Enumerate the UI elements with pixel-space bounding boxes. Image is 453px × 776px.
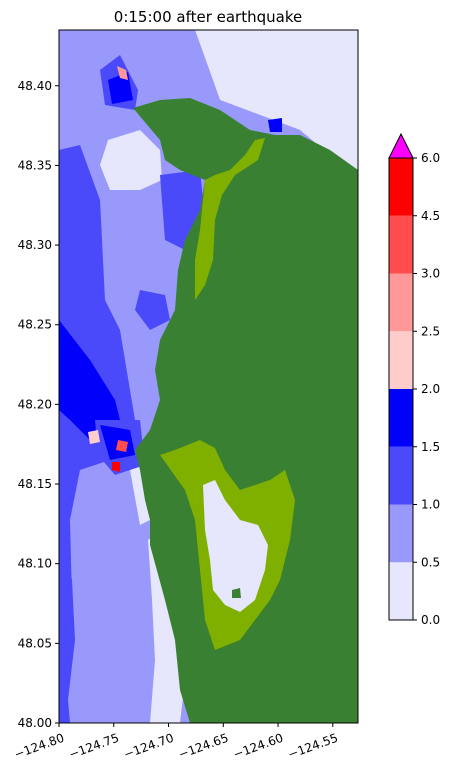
colorbar-segment xyxy=(389,504,413,563)
hotspot-north xyxy=(117,66,128,80)
colorbar-segment xyxy=(389,331,413,389)
colorbar-tick-label: 0.5 xyxy=(421,555,440,569)
colorbar: 0.0 0.5 1.0 1.5 2.0 2.5 3.0 4.5 6.0 xyxy=(388,132,440,627)
hotspot-south-1 xyxy=(88,430,100,444)
y-tick-label: 48.05 xyxy=(18,636,52,650)
colorbar-tick-label: 2.0 xyxy=(421,382,440,396)
colorbar-tick-label: 1.0 xyxy=(421,498,440,512)
x-tick-label: −124.65 xyxy=(177,731,231,762)
plot-title: 0:15:00 after earthquake xyxy=(114,8,302,26)
ocean-band-1.5-2.0-west xyxy=(59,320,125,440)
y-tick-label: 48.35 xyxy=(18,158,52,172)
ocean-band-0.0-0.5-north xyxy=(195,30,358,170)
colorbar-segment xyxy=(389,389,413,447)
hotspot-south-2 xyxy=(116,440,128,452)
x-axis: −124.80 −124.75 −124.70 −124.65 −124.60 −124.… xyxy=(12,723,340,762)
colorbar-tick-label: 0.0 xyxy=(421,613,440,627)
coastal-pocket-deep-3 xyxy=(268,118,282,132)
coastal-pocket-3 xyxy=(135,290,170,330)
colorbar-tick-label: 6.0 xyxy=(421,151,440,165)
colorbar-tick-label: 4.5 xyxy=(421,209,440,223)
x-tick-label: −124.80 xyxy=(12,731,66,762)
y-tick-label: 48.10 xyxy=(18,557,52,571)
colorbar-tick-label: 2.5 xyxy=(421,324,440,338)
y-tick-label: 48.30 xyxy=(18,238,52,252)
x-tick-label: −124.70 xyxy=(122,731,176,762)
colorbar-segment xyxy=(389,562,413,620)
colorbar-segment xyxy=(389,273,413,332)
land-mainland xyxy=(133,98,358,723)
x-tick-label: −124.55 xyxy=(286,731,340,762)
y-tick-label: 48.20 xyxy=(18,397,52,411)
inundated-land-fringe xyxy=(195,138,265,300)
x-tick-label: −124.60 xyxy=(231,731,285,762)
colorbar-extend-arrow xyxy=(388,132,414,159)
inner-bay-water xyxy=(203,480,268,612)
island xyxy=(232,588,241,598)
coastal-pocket-deep-1 xyxy=(108,72,133,104)
x-tick-label: −124.75 xyxy=(67,731,121,762)
colorbar-segment xyxy=(389,446,413,505)
colorbar-tick-label: 3.0 xyxy=(421,267,440,281)
y-tick-label: 48.15 xyxy=(18,477,52,491)
y-tick-label: 48.25 xyxy=(18,318,52,332)
colorbar-tick-label: 1.5 xyxy=(421,440,440,454)
y-tick-label: 48.00 xyxy=(18,716,52,730)
hotspot-south-3 xyxy=(112,462,120,472)
y-axis: 48.40 48.35 48.30 48.25 48.20 48.15 48.10 48.05… xyxy=(18,79,59,730)
ocean-band-0.0-0.5-bay xyxy=(100,130,162,190)
colorbar-segment xyxy=(389,158,413,216)
y-tick-label: 48.40 xyxy=(18,79,52,93)
colorbar-segment xyxy=(389,215,413,274)
axes-frame xyxy=(58,29,359,724)
inundation-map xyxy=(59,30,358,723)
